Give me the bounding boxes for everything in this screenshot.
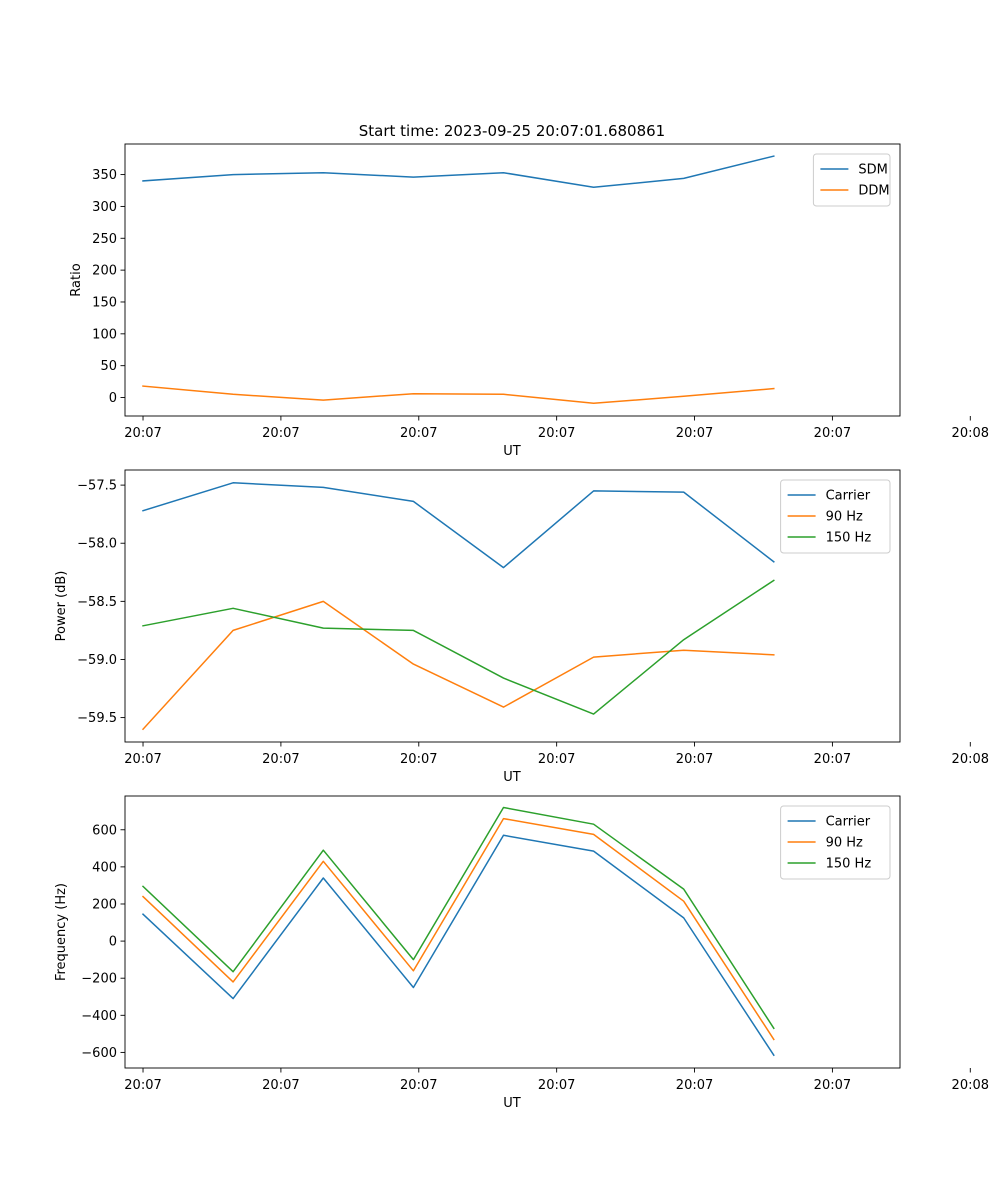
legend: SDM DDM bbox=[812, 153, 891, 207]
x-tick-label: 20:07 bbox=[262, 752, 299, 767]
x-tick-label: 20:07 bbox=[814, 752, 851, 767]
y-tick-label: −59.0 bbox=[77, 653, 117, 668]
x-axis-label: UT bbox=[503, 444, 521, 459]
y-tick-label: 50 bbox=[100, 359, 117, 374]
legend-label-sdm: SDM bbox=[858, 163, 887, 178]
series-line-carrier bbox=[142, 482, 775, 569]
x-tick-label: 20:07 bbox=[676, 752, 713, 767]
series-line-carrier bbox=[141, 834, 775, 1057]
axes-frame bbox=[124, 469, 901, 743]
x-tick-label: 20:08 bbox=[952, 752, 989, 767]
y-axis-label: Ratio bbox=[69, 263, 84, 296]
y-tick-label: 600 bbox=[92, 823, 117, 838]
subplot-1: 20:07 20:07 20:07 20:07 20:07 20:07 20:08 0 50 10… bbox=[69, 143, 989, 459]
legend-box bbox=[780, 805, 891, 880]
legend-label-carrier: Carrier bbox=[826, 815, 871, 830]
y-tick-label: −200 bbox=[81, 972, 117, 987]
series-line-sdm bbox=[142, 155, 775, 189]
subplot-3: 20:07 20:07 20:07 20:07 20:07 20:07 20:08 −600 −… bbox=[54, 795, 989, 1111]
y-axis-label: Frequency (Hz) bbox=[54, 883, 69, 981]
legend: Carrier 90 Hz 150 Hz bbox=[780, 805, 891, 880]
y-tick-label: −59.5 bbox=[77, 711, 117, 726]
series-line-ddm bbox=[142, 385, 775, 405]
axes-frame bbox=[124, 143, 901, 417]
y-tick-label: −58.0 bbox=[77, 537, 117, 552]
x-tick-label: 20:08 bbox=[952, 426, 989, 441]
x-tick-label: 20:07 bbox=[676, 426, 713, 441]
y-tick-label: 400 bbox=[92, 860, 117, 875]
legend-label-90-hz: 90 Hz bbox=[826, 836, 863, 851]
series-line-90-hz bbox=[141, 817, 775, 1041]
y-tick-label: 100 bbox=[92, 327, 117, 342]
y-tick-label: −58.5 bbox=[77, 595, 117, 610]
x-tick-label: 20:07 bbox=[676, 1078, 713, 1093]
x-tick-label: 20:07 bbox=[262, 1078, 299, 1093]
x-tick-label: 20:07 bbox=[124, 1078, 161, 1093]
legend: Carrier 90 Hz 150 Hz bbox=[780, 479, 891, 554]
legend-label-carrier: Carrier bbox=[826, 489, 871, 504]
legend-label-150-hz: 150 Hz bbox=[826, 531, 872, 546]
y-tick-label: 300 bbox=[92, 200, 117, 215]
x-tick-label: 20:07 bbox=[538, 1078, 575, 1093]
legend-label-150-hz: 150 Hz bbox=[826, 857, 872, 872]
x-tick-label: 20:07 bbox=[400, 426, 437, 441]
x-tick-label: 20:07 bbox=[814, 1078, 851, 1093]
legend-label-ddm: DDM bbox=[858, 184, 889, 199]
x-tick-label: 20:07 bbox=[538, 426, 575, 441]
x-tick-label: 20:08 bbox=[952, 1078, 989, 1093]
y-tick-label: 150 bbox=[92, 295, 117, 310]
figure-title: Start time: 2023-09-25 20:07:01.680861 bbox=[359, 122, 665, 140]
x-axis-label: UT bbox=[503, 770, 521, 785]
x-tick-label: 20:07 bbox=[124, 752, 161, 767]
y-tick-label: −400 bbox=[81, 1009, 117, 1024]
x-tick-label: 20:07 bbox=[124, 426, 161, 441]
y-tick-label: −600 bbox=[81, 1046, 117, 1061]
y-tick-label: 200 bbox=[92, 264, 117, 279]
x-tick-label: 20:07 bbox=[400, 1078, 437, 1093]
y-tick-label: 200 bbox=[92, 897, 117, 912]
axes-frame bbox=[124, 795, 901, 1069]
legend-box bbox=[812, 153, 891, 207]
series-line-150-hz bbox=[142, 579, 775, 715]
y-tick-label: −57.5 bbox=[77, 479, 117, 494]
y-tick-label: 0 bbox=[109, 935, 117, 950]
subplots-container: 20:07 20:07 20:07 20:07 20:07 20:07 20:08 0 50 10… bbox=[54, 143, 989, 1111]
x-tick-label: 20:07 bbox=[814, 426, 851, 441]
y-tick-label: 350 bbox=[92, 168, 117, 183]
series-line-150-hz bbox=[141, 806, 775, 1030]
y-tick-label: 250 bbox=[92, 232, 117, 247]
x-tick-label: 20:07 bbox=[262, 426, 299, 441]
subplot-2: 20:07 20:07 20:07 20:07 20:07 20:07 20:08 −59.5… bbox=[54, 469, 989, 785]
legend-box bbox=[780, 479, 891, 554]
x-tick-label: 20:07 bbox=[400, 752, 437, 767]
x-tick-label: 20:07 bbox=[538, 752, 575, 767]
y-axis-label: Power (dB) bbox=[54, 571, 69, 642]
legend-label-90-hz: 90 Hz bbox=[826, 510, 863, 525]
x-axis-label: UT bbox=[503, 1096, 521, 1111]
y-tick-label: 0 bbox=[109, 391, 117, 406]
